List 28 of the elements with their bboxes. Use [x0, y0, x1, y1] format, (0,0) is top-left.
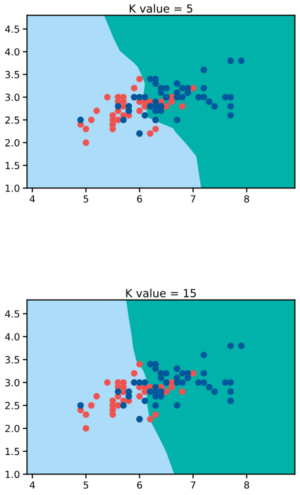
y-tick-label: 3.5 [5, 356, 20, 364]
x-tick-label: 8 [244, 195, 250, 203]
y-tick-label: 4.5 [5, 26, 20, 33]
y-tick-label: 4.0 [5, 333, 20, 340]
x-tick-label: 7 [190, 195, 196, 202]
y-tick-label: 1.5 [6, 162, 20, 170]
y-tick-label: 4.0 [5, 48, 20, 56]
x-tick-label: 6 [137, 195, 142, 203]
y-tick-label: 2.5 [5, 402, 20, 410]
x-tick-label: 4 [30, 195, 35, 202]
y-tick-label: 4.5 [5, 310, 20, 318]
y-tick-label: 3.5 [5, 70, 20, 78]
y-tick-label: 1.5 [6, 448, 20, 456]
x-tick-label: 7 [190, 481, 196, 489]
x-tick-label: 5 [84, 195, 88, 203]
chart-title: K value = 15 [126, 288, 196, 298]
chart-title: K value = 5 [130, 4, 192, 13]
y-tick-label: 2.0 [5, 424, 20, 432]
y-tick-label: 2.0 [5, 139, 20, 146]
x-tick-label: 5 [84, 481, 88, 489]
x-tick-label: 4 [30, 481, 35, 489]
y-tick-label: 3.0 [5, 378, 20, 386]
y-tick-label: 3.0 [5, 94, 20, 102]
y-tick-label: 2.5 [5, 116, 20, 124]
x-tick-label: 8 [244, 481, 250, 489]
x-tick-label: 6 [137, 481, 142, 489]
y-tick-label: 1.0 [6, 184, 20, 192]
y-tick-label: 1.0 [6, 470, 20, 478]
